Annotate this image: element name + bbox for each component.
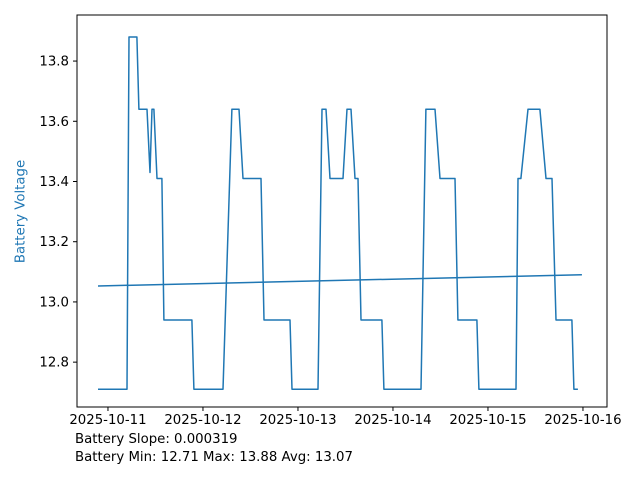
x-tick-label: 2025-10-16 (544, 413, 621, 428)
y-tick-label: 12.8 (39, 356, 69, 371)
x-tick-label: 2025-10-11 (69, 413, 146, 428)
x-tick-label: 2025-10-12 (164, 413, 241, 428)
battery-voltage-series (98, 36, 578, 390)
y-tick-label: 13.2 (39, 235, 69, 250)
y-tick-label: 13.8 (39, 55, 69, 70)
y-tick-label: 13.4 (39, 175, 69, 190)
y-axis-label: Battery Voltage (13, 159, 29, 264)
trend-line-series (97, 274, 582, 287)
y-tick-label: 13.6 (39, 115, 69, 130)
y-tick-label: 13.0 (39, 295, 69, 310)
x-tick-label: 2025-10-13 (259, 413, 336, 428)
x-tick-label: 2025-10-15 (449, 413, 526, 428)
axes-spines (76, 14, 608, 408)
x-tick-label: 2025-10-14 (354, 413, 431, 428)
stat-minmax-text: Battery Min: 12.71 Max: 13.88 Avg: 13.07 (75, 450, 353, 465)
stat-slope-text: Battery Slope: 0.000319 (75, 432, 238, 447)
